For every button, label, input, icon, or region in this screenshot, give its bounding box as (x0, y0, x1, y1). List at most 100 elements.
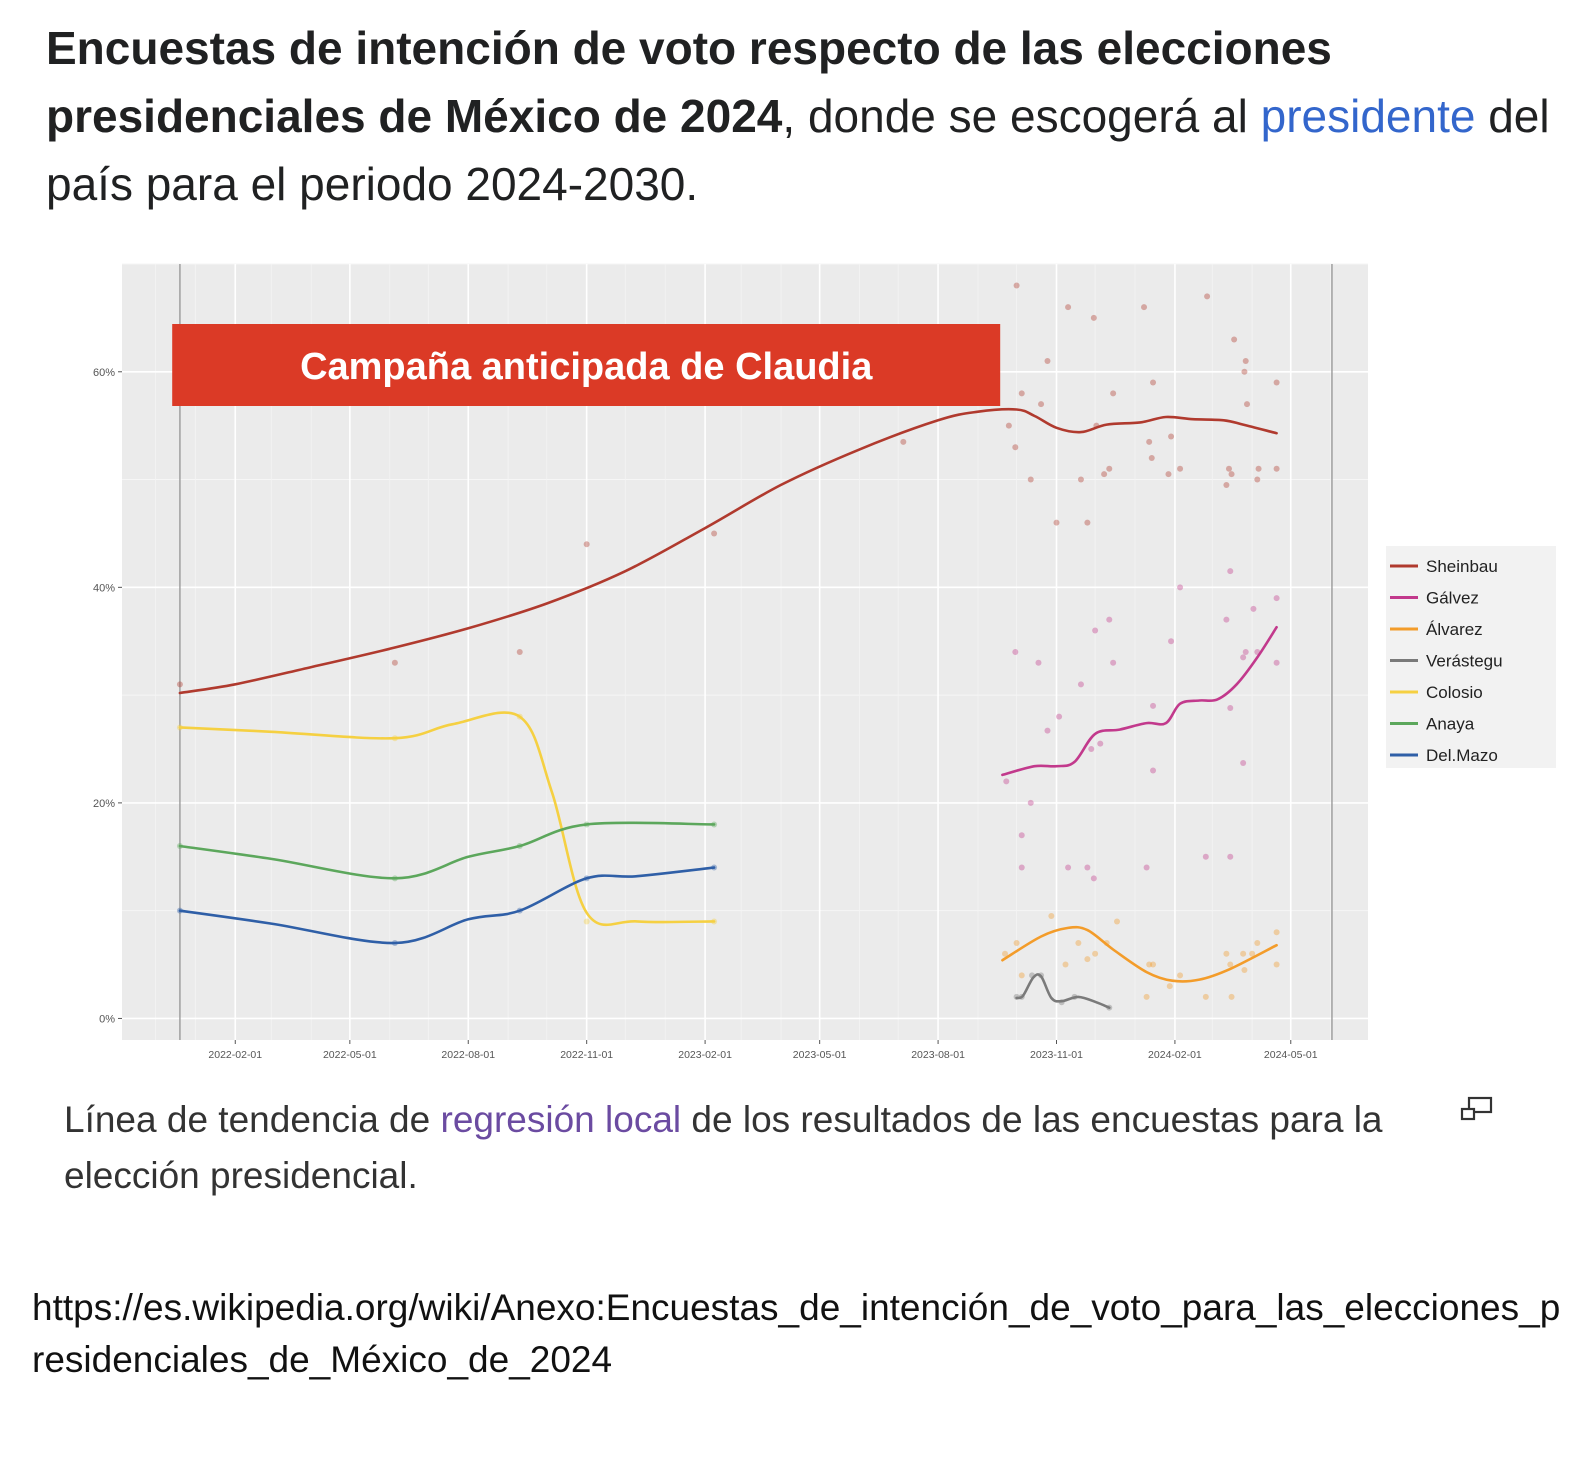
poll-point--lvarez (1202, 993, 1209, 1000)
series-sheinbaum (176, 282, 1280, 695)
poll-point-sheinbaum (1005, 422, 1012, 429)
x-tick-label: 2023-05-01 (793, 1049, 847, 1061)
poll-point--lvarez (1075, 940, 1082, 946)
series-anaya (176, 821, 718, 882)
poll-point--lvarez (1273, 961, 1280, 968)
poll-point--lvarez (1273, 929, 1280, 936)
poll-point-g-lvez (1012, 649, 1019, 655)
poll-point--lvarez (1002, 950, 1009, 957)
x-tick-label: 2024-05-01 (1264, 1049, 1318, 1061)
figure-caption: Línea de tendencia de regresión local de… (64, 1092, 1464, 1204)
poll-point--lvarez (1166, 983, 1173, 990)
poll-point-g-lvez (1035, 659, 1042, 666)
headline-bold: Encuestas de intención de voto respecto … (46, 22, 1332, 142)
poll-point-sheinbaum (1241, 368, 1248, 375)
legend-label: Verástegu (1426, 652, 1503, 671)
enlarge-icon[interactable] (1460, 1096, 1494, 1124)
series--lvarez (1001, 913, 1280, 1000)
poll-point-sheinbaum (1273, 465, 1280, 472)
poll-point--lvarez (1150, 961, 1157, 968)
poll-point-colosio (583, 918, 590, 925)
poll-point-g-lvez (1018, 832, 1025, 839)
x-tick-label: 2023-11-01 (1030, 1049, 1083, 1061)
poll-point--lvarez (1143, 993, 1150, 1000)
poll-point-sheinbaum (1165, 471, 1172, 478)
poll-point-sheinbaum (1204, 293, 1211, 300)
poll-point-sheinbaum (1148, 455, 1155, 461)
poll-point--lvarez (1223, 950, 1230, 957)
poll-point-g-lvez (1088, 746, 1095, 752)
poll-point-sheinbaum (516, 649, 523, 655)
poll-point-g-lvez (1090, 875, 1097, 882)
poll-point--lvarez (1013, 940, 1020, 946)
poll-point-sheinbaum (1027, 476, 1034, 483)
poll-point--lvarez (1240, 950, 1247, 957)
poll-point-sheinbaum (1013, 282, 1020, 289)
poll-point--lvarez (1249, 950, 1256, 957)
headline: Encuestas de intención de voto respecto … (46, 14, 1556, 218)
x-tick-label: 2023-02-01 (678, 1049, 732, 1061)
poll-point-g-lvez (1027, 799, 1034, 806)
poll-point-g-lvez (1227, 853, 1234, 860)
campaign-banner: Campaña anticipada de Claudia (172, 324, 1001, 406)
poll-point-g-lvez (1168, 638, 1175, 645)
poll-point-g-lvez (1273, 595, 1280, 602)
poll-point-sheinbaum (583, 541, 590, 548)
poll-point-g-lvez (1240, 760, 1247, 767)
poll-point-sheinbaum (1242, 358, 1249, 364)
legend-background (1386, 546, 1556, 768)
poll-point-g-lvez (1056, 713, 1063, 720)
poll-point-sheinbaum (900, 438, 907, 445)
poll-point--lvarez (1113, 918, 1120, 925)
poll-point-sheinbaum (1101, 471, 1108, 478)
poll-point-sheinbaum (1177, 465, 1184, 472)
legend-label: Álvarez (1426, 620, 1483, 639)
poll-point-sheinbaum (176, 681, 183, 688)
trend-line-ver-stegui (1015, 973, 1111, 1009)
poll-point--lvarez (1084, 956, 1091, 963)
y-tick-label: 40% (93, 582, 115, 594)
poll-point-sheinbaum (1012, 444, 1019, 451)
poll-point-sheinbaum (1110, 390, 1117, 397)
y-tick-label: 0% (99, 1013, 115, 1025)
poll-point-sheinbaum (1106, 465, 1113, 472)
campaign-banner-label: Campaña anticipada de Claudia (300, 346, 873, 388)
poll-point-sheinbaum (1038, 401, 1045, 408)
poll-point-g-lvez (1084, 864, 1091, 871)
campaign-banner-box (172, 324, 1001, 406)
poll-point-sheinbaum (1168, 433, 1175, 440)
poll-point-sheinbaum (1244, 401, 1251, 408)
trend-line-colosio (178, 711, 716, 927)
poll-point-sheinbaum (1090, 314, 1097, 321)
poll-point-sheinbaum (1053, 519, 1060, 526)
series-del-mazo (176, 864, 718, 946)
legend-label: Sheinbau (1426, 557, 1498, 576)
poll-point-g-lvez (1150, 702, 1157, 709)
poll-point--lvarez (1018, 972, 1025, 979)
legend-label: Del.Mazo (1426, 746, 1498, 765)
series-g-lvez (1001, 568, 1280, 882)
trend-line-sheinbaum (178, 407, 1278, 695)
poll-point-sheinbaum (1228, 471, 1235, 478)
poll-point-g-lvez (1242, 649, 1249, 655)
poll-point--lvarez (1227, 961, 1234, 968)
poll-point-g-lvez (1250, 605, 1257, 612)
poll-point-g-lvez (1240, 654, 1247, 661)
poll-point-g-lvez (1018, 864, 1025, 871)
legend-label: Gálvez (1426, 589, 1479, 608)
y-tick-label: 20% (93, 798, 115, 810)
presidente-link[interactable]: presidente (1260, 90, 1476, 142)
poll-point--lvarez (1254, 940, 1261, 946)
series-ver-stegui (1013, 972, 1113, 1011)
poll-point-sheinbaum (1254, 476, 1261, 483)
poll-point--lvarez (1062, 961, 1069, 968)
source-url[interactable]: https://es.wikipedia.org/wiki/Anexo:Encu… (32, 1287, 1561, 1380)
regresion-local-link[interactable]: regresión local (440, 1099, 682, 1140)
series-colosio (176, 711, 718, 927)
x-tick-label: 2022-02-01 (208, 1049, 262, 1061)
poll-point-sheinbaum (1018, 390, 1025, 397)
poll-point-g-lvez (1223, 616, 1230, 623)
poll-point-sheinbaum (1231, 336, 1238, 343)
poll-point-g-lvez (1065, 864, 1072, 871)
poll-point-g-lvez (1227, 705, 1234, 712)
